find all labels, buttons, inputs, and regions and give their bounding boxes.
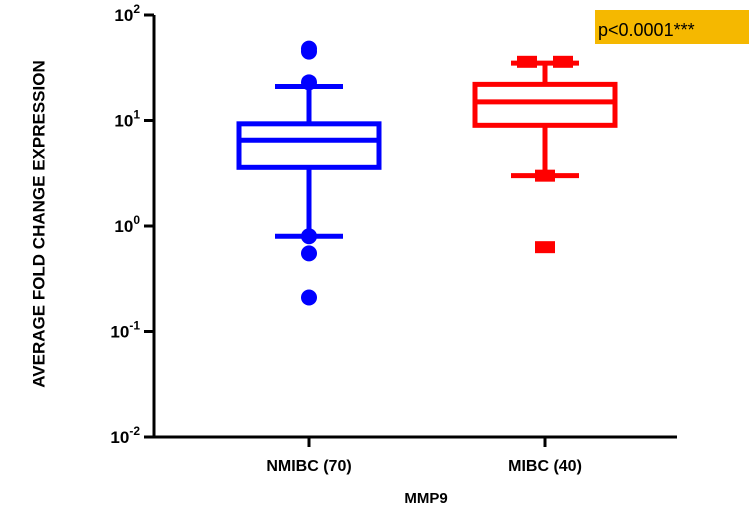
outlier-point (535, 241, 555, 254)
x-axis-title: MMP9 (404, 490, 447, 507)
outlier-point (301, 74, 317, 91)
p-value-highlight (595, 10, 749, 44)
outlier-point (301, 289, 317, 306)
box-plot-marks (236, 40, 618, 306)
outlier-point (553, 55, 573, 68)
y-tick-label: 100 (114, 213, 140, 236)
outlier-point (535, 169, 555, 182)
outlier-point (301, 228, 317, 245)
iqr-box (472, 81, 618, 128)
p-value-label: p<0.0001*** (598, 20, 695, 40)
outlier-point (517, 55, 537, 68)
y-tick-label: 10-1 (110, 319, 140, 342)
outlier-point (301, 245, 317, 262)
y-tick-label: 102 (114, 2, 140, 25)
axes: 102 101 100 10-1 10-2 NMIBC (70) MIBC (40) (110, 2, 677, 475)
x-category-label: MIBC (40) (508, 458, 582, 475)
y-axis-title: AVERAGE FOLD CHANGE EXPRESSION (29, 60, 48, 387)
outlier-point (301, 40, 317, 57)
x-category-label: NMIBC (70) (266, 458, 351, 475)
y-tick-label: 101 (114, 108, 140, 131)
iqr-box (236, 121, 382, 170)
y-tick-label: 10-2 (110, 424, 140, 447)
